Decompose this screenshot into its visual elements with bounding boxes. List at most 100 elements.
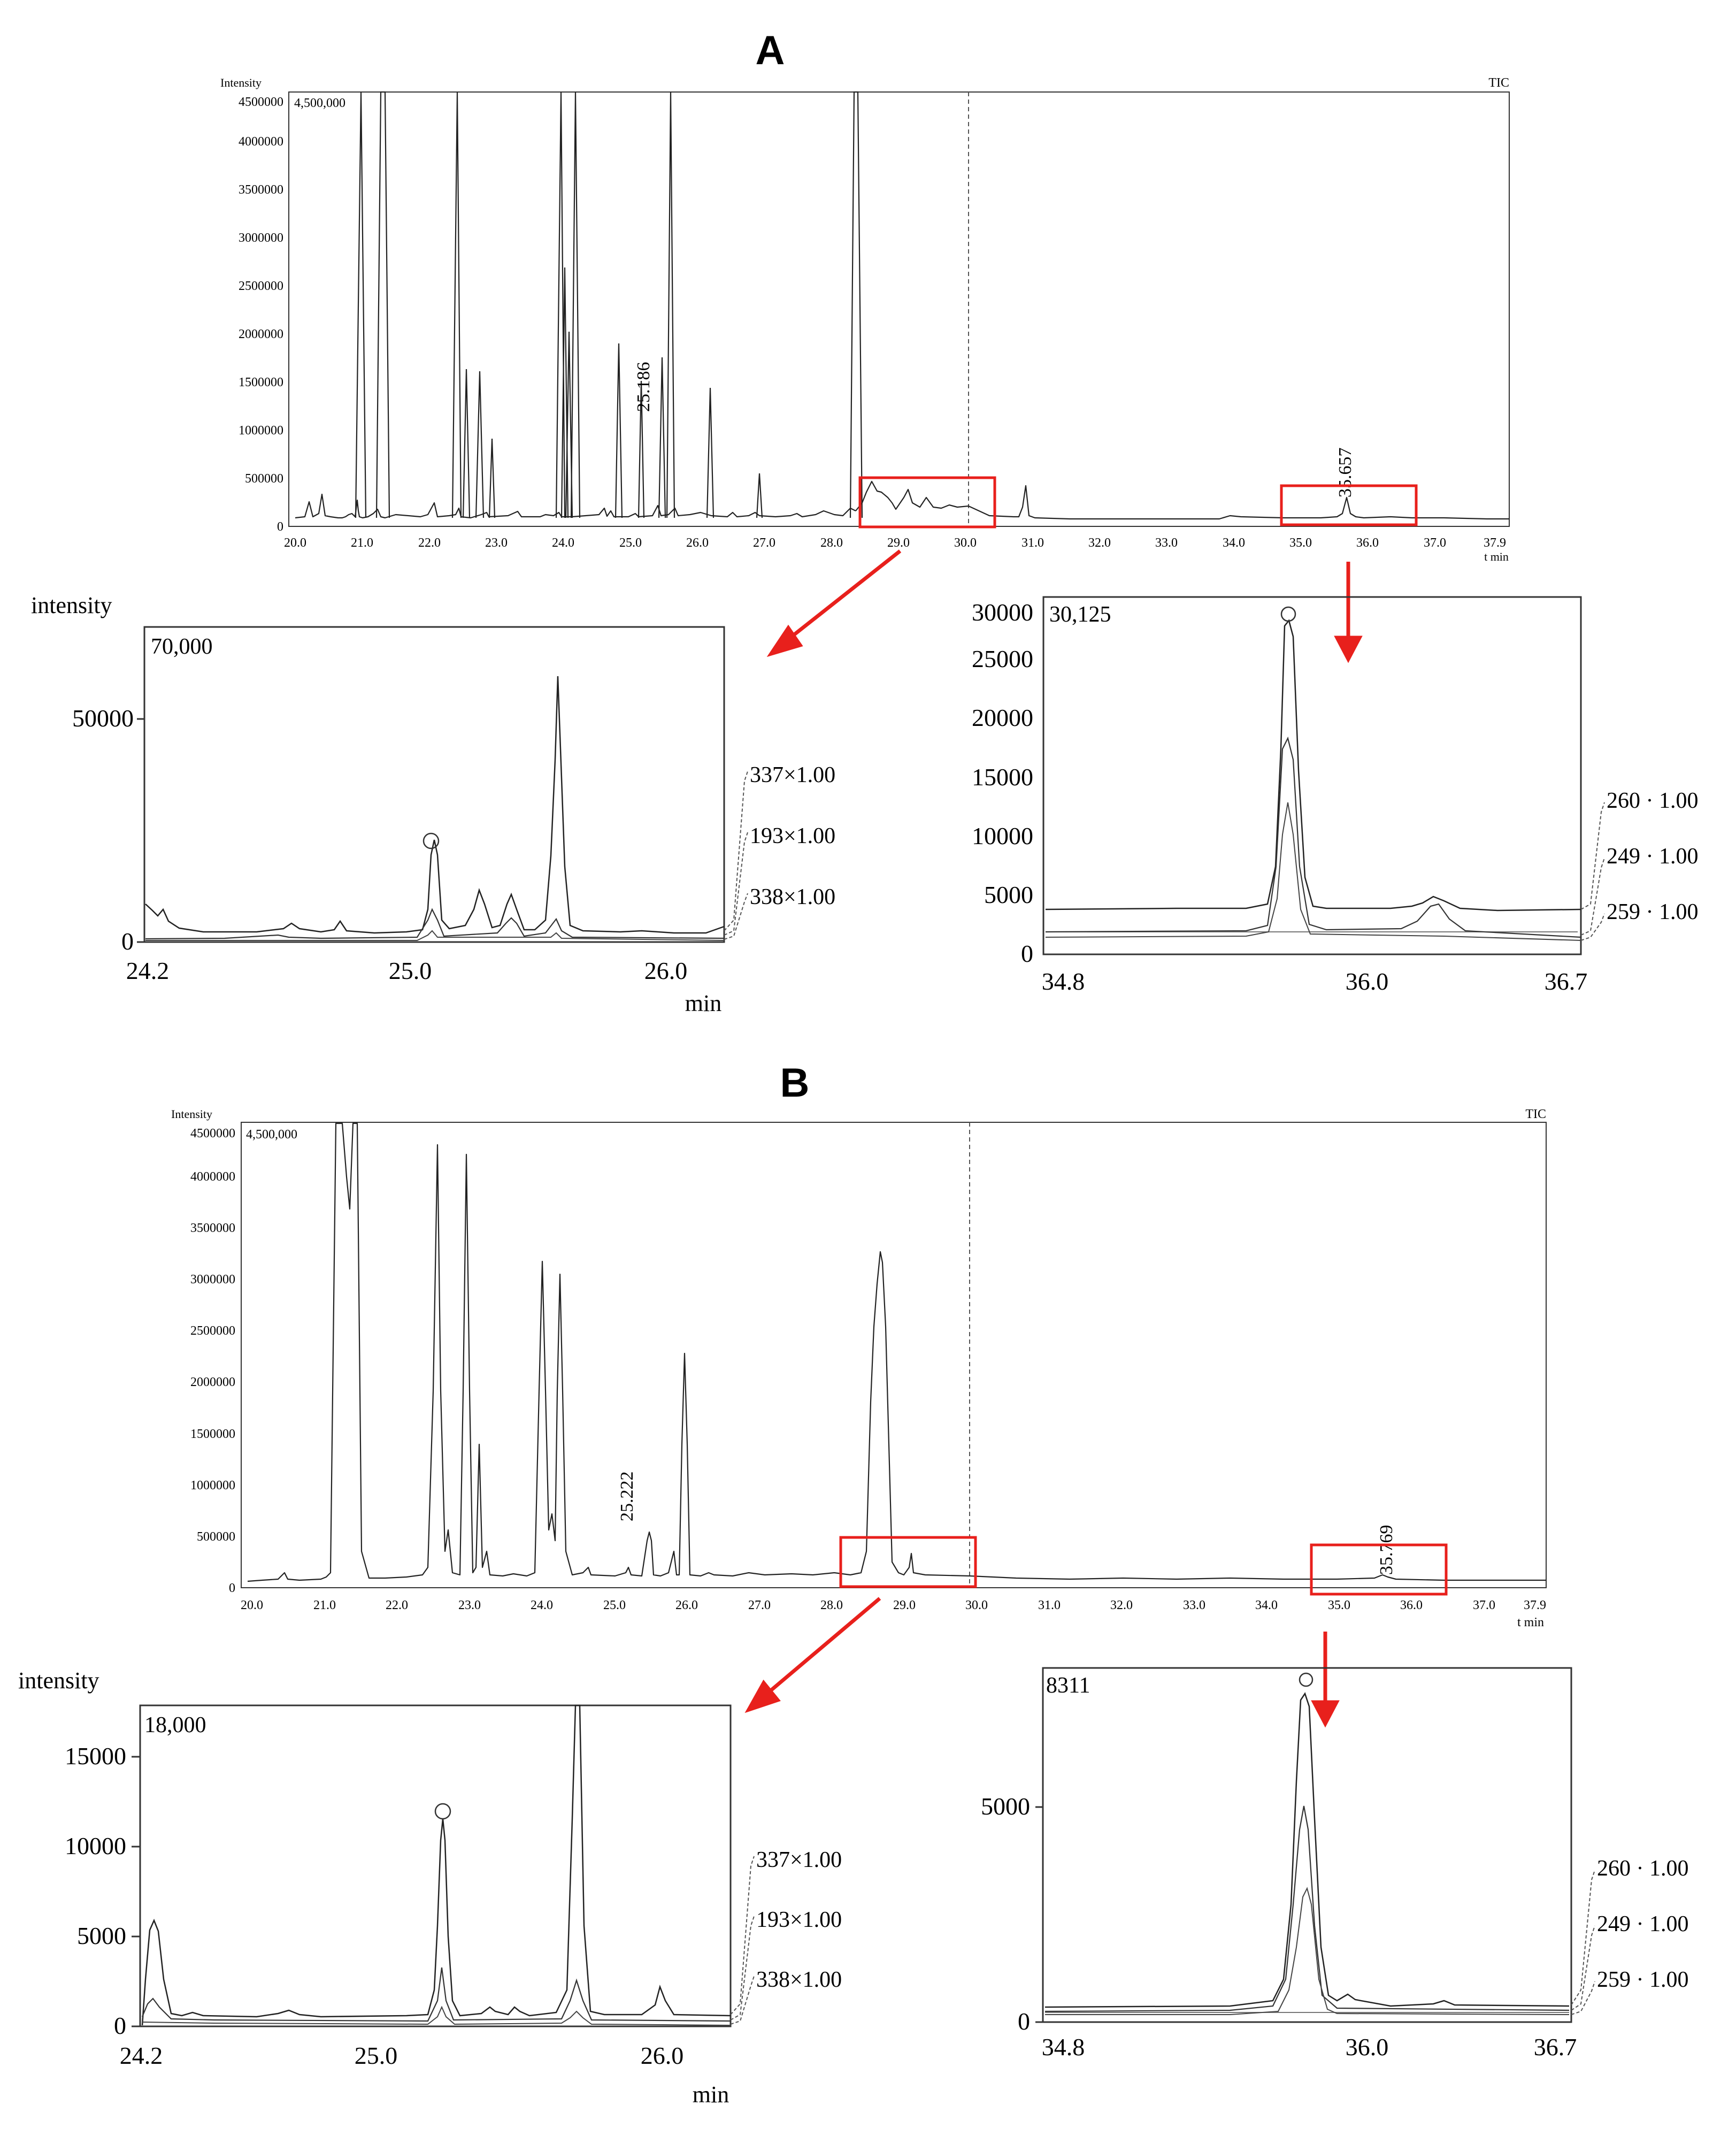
x-tick: 34.0: [1255, 1598, 1278, 1612]
x-tick: 30.0: [954, 536, 977, 550]
zoom-arrow: [766, 549, 902, 657]
x-tick: 22.0: [418, 536, 441, 550]
y-tick: 2500000: [190, 1324, 235, 1338]
x-tick: 25.0: [619, 536, 642, 550]
peak-marker: [1299, 1672, 1313, 1687]
peak-22-98: [488, 438, 496, 518]
trace-337: [145, 676, 725, 934]
x-tick: 26.0: [641, 2042, 684, 2069]
peak-label: 25.186: [634, 362, 654, 412]
peak-24-20: [570, 91, 581, 518]
zoom-arrow: [1311, 1632, 1340, 1728]
peak-22-60: [462, 369, 471, 518]
y-axis-label: Intensity: [220, 76, 262, 89]
tic-frame: [288, 91, 1510, 527]
zoom-right-chart-a: 30,125 0 5000 10000 15000 20000 25000 30…: [972, 596, 1699, 995]
x-tick: 29.0: [893, 1598, 916, 1612]
peak-25-50: [658, 357, 666, 518]
scale-label: 70,000: [151, 634, 213, 659]
x-tick: 28.0: [820, 536, 843, 550]
peak-marker: [1280, 606, 1296, 622]
x-unit-label: t min: [1517, 1616, 1544, 1629]
legend-entry: 249 · 1.00: [1607, 844, 1699, 869]
legend-leader: [724, 893, 748, 940]
plot-frame: [139, 1704, 732, 2027]
tic-chart-b: Intensity TIC 4,500,000 0 500000 1000000…: [171, 1107, 1547, 1629]
legend-entry: 338×1.00: [750, 885, 835, 909]
trace-260: [1045, 619, 1581, 912]
x-tick: 34.8: [1042, 968, 1085, 995]
y-tick: 3000000: [239, 231, 283, 245]
legend-entry: 337×1.00: [756, 1848, 842, 1872]
legend-entry: 249 · 1.00: [1597, 1912, 1689, 1936]
y-tick: 3500000: [239, 183, 283, 197]
y-tick: 1500000: [190, 1427, 235, 1441]
x-tick: 25.0: [389, 957, 432, 984]
x-tick: 30.0: [965, 1598, 988, 1612]
highlight-box: [858, 476, 996, 529]
x-tick: 31.0: [1038, 1598, 1061, 1612]
tic-trace-tail: [855, 480, 1509, 520]
x-tick: 37.9: [1524, 1598, 1546, 1612]
legend-leader: [730, 1856, 755, 2015]
trace-193: [145, 908, 725, 940]
plot-frame: [1042, 596, 1582, 955]
legend-entry: 193×1.00: [750, 824, 835, 848]
panel-b: B Intensity TIC 4,500,000 0 500000 10000…: [18, 1060, 1689, 2108]
y-tick: 0: [114, 2012, 126, 2039]
legend-leader: [730, 1976, 755, 2025]
x-tick: 36.7: [1545, 968, 1588, 995]
x-tick: 36.0: [1346, 2033, 1389, 2061]
tic-chart-a: Intensity TIC 4,500,000 0 500000 1000000…: [220, 76, 1510, 563]
legend-entry: 193×1.00: [756, 1908, 842, 1932]
trace-259: [1045, 802, 1581, 941]
x-axis-label: min: [693, 2081, 729, 2108]
y-tick: 0: [121, 928, 134, 955]
peak-label: 25.222: [617, 1472, 637, 1522]
plot-frame: [143, 626, 725, 943]
legend-leader: [1571, 1870, 1595, 2005]
peak-25-63: [666, 91, 675, 518]
x-tick: 32.0: [1088, 536, 1111, 550]
x-ticks: 20.0 21.0 22.0 23.0 24.0 25.0 26.0 27.0 …: [241, 1598, 1546, 1612]
y-tick: 30000: [972, 599, 1033, 626]
arrow-head: [766, 624, 803, 657]
y-tick: 0: [1021, 940, 1033, 967]
y-tick: 0: [1018, 2008, 1030, 2035]
legend-entry: 338×1.00: [756, 1968, 842, 1992]
plot-frame: [1042, 1667, 1572, 2023]
y-axis-label: intensity: [31, 592, 112, 618]
x-tick: 26.0: [675, 1598, 698, 1612]
x-tick: 27.0: [753, 536, 775, 550]
legend-entry: 259 · 1.00: [1597, 1968, 1689, 1992]
peak-marker: [423, 832, 440, 849]
peak-26-22: [706, 387, 715, 518]
y-tick: 5000: [77, 1922, 126, 1949]
x-tick: 24.2: [126, 957, 170, 984]
y-tick: 500000: [245, 472, 283, 486]
x-tick: 28.0: [820, 1598, 843, 1612]
highlight-box: [1280, 484, 1418, 526]
legend-leader: [1580, 913, 1605, 941]
x-tick: 33.0: [1155, 536, 1178, 550]
arrow-head: [744, 1679, 781, 1713]
x-tick: 24.2: [120, 2042, 163, 2069]
y-tick: 0: [229, 1581, 235, 1595]
x-tick: 32.0: [1110, 1598, 1133, 1612]
series-label: TIC: [1488, 76, 1509, 90]
y-tick: 4000000: [239, 135, 283, 149]
y-tick: 3000000: [190, 1273, 235, 1287]
tic-trace: [247, 1122, 1546, 1582]
y-tick: 20000: [972, 704, 1033, 731]
legend: 337×1.00 193×1.00 338×1.00: [730, 1848, 842, 2025]
x-tick: 35.0: [1328, 1598, 1350, 1612]
legend-leader: [724, 771, 748, 931]
x-tick: 34.8: [1042, 2033, 1085, 2061]
scale-label: 4,500,000: [294, 96, 345, 110]
x-tick: 37.9: [1484, 536, 1506, 550]
x-tick: 36.7: [1534, 2033, 1577, 2061]
y-tick: 500000: [197, 1530, 235, 1544]
y-tick: 4000000: [190, 1170, 235, 1184]
x-axis-label: min: [685, 990, 721, 1016]
peak-24-00: [555, 91, 566, 518]
